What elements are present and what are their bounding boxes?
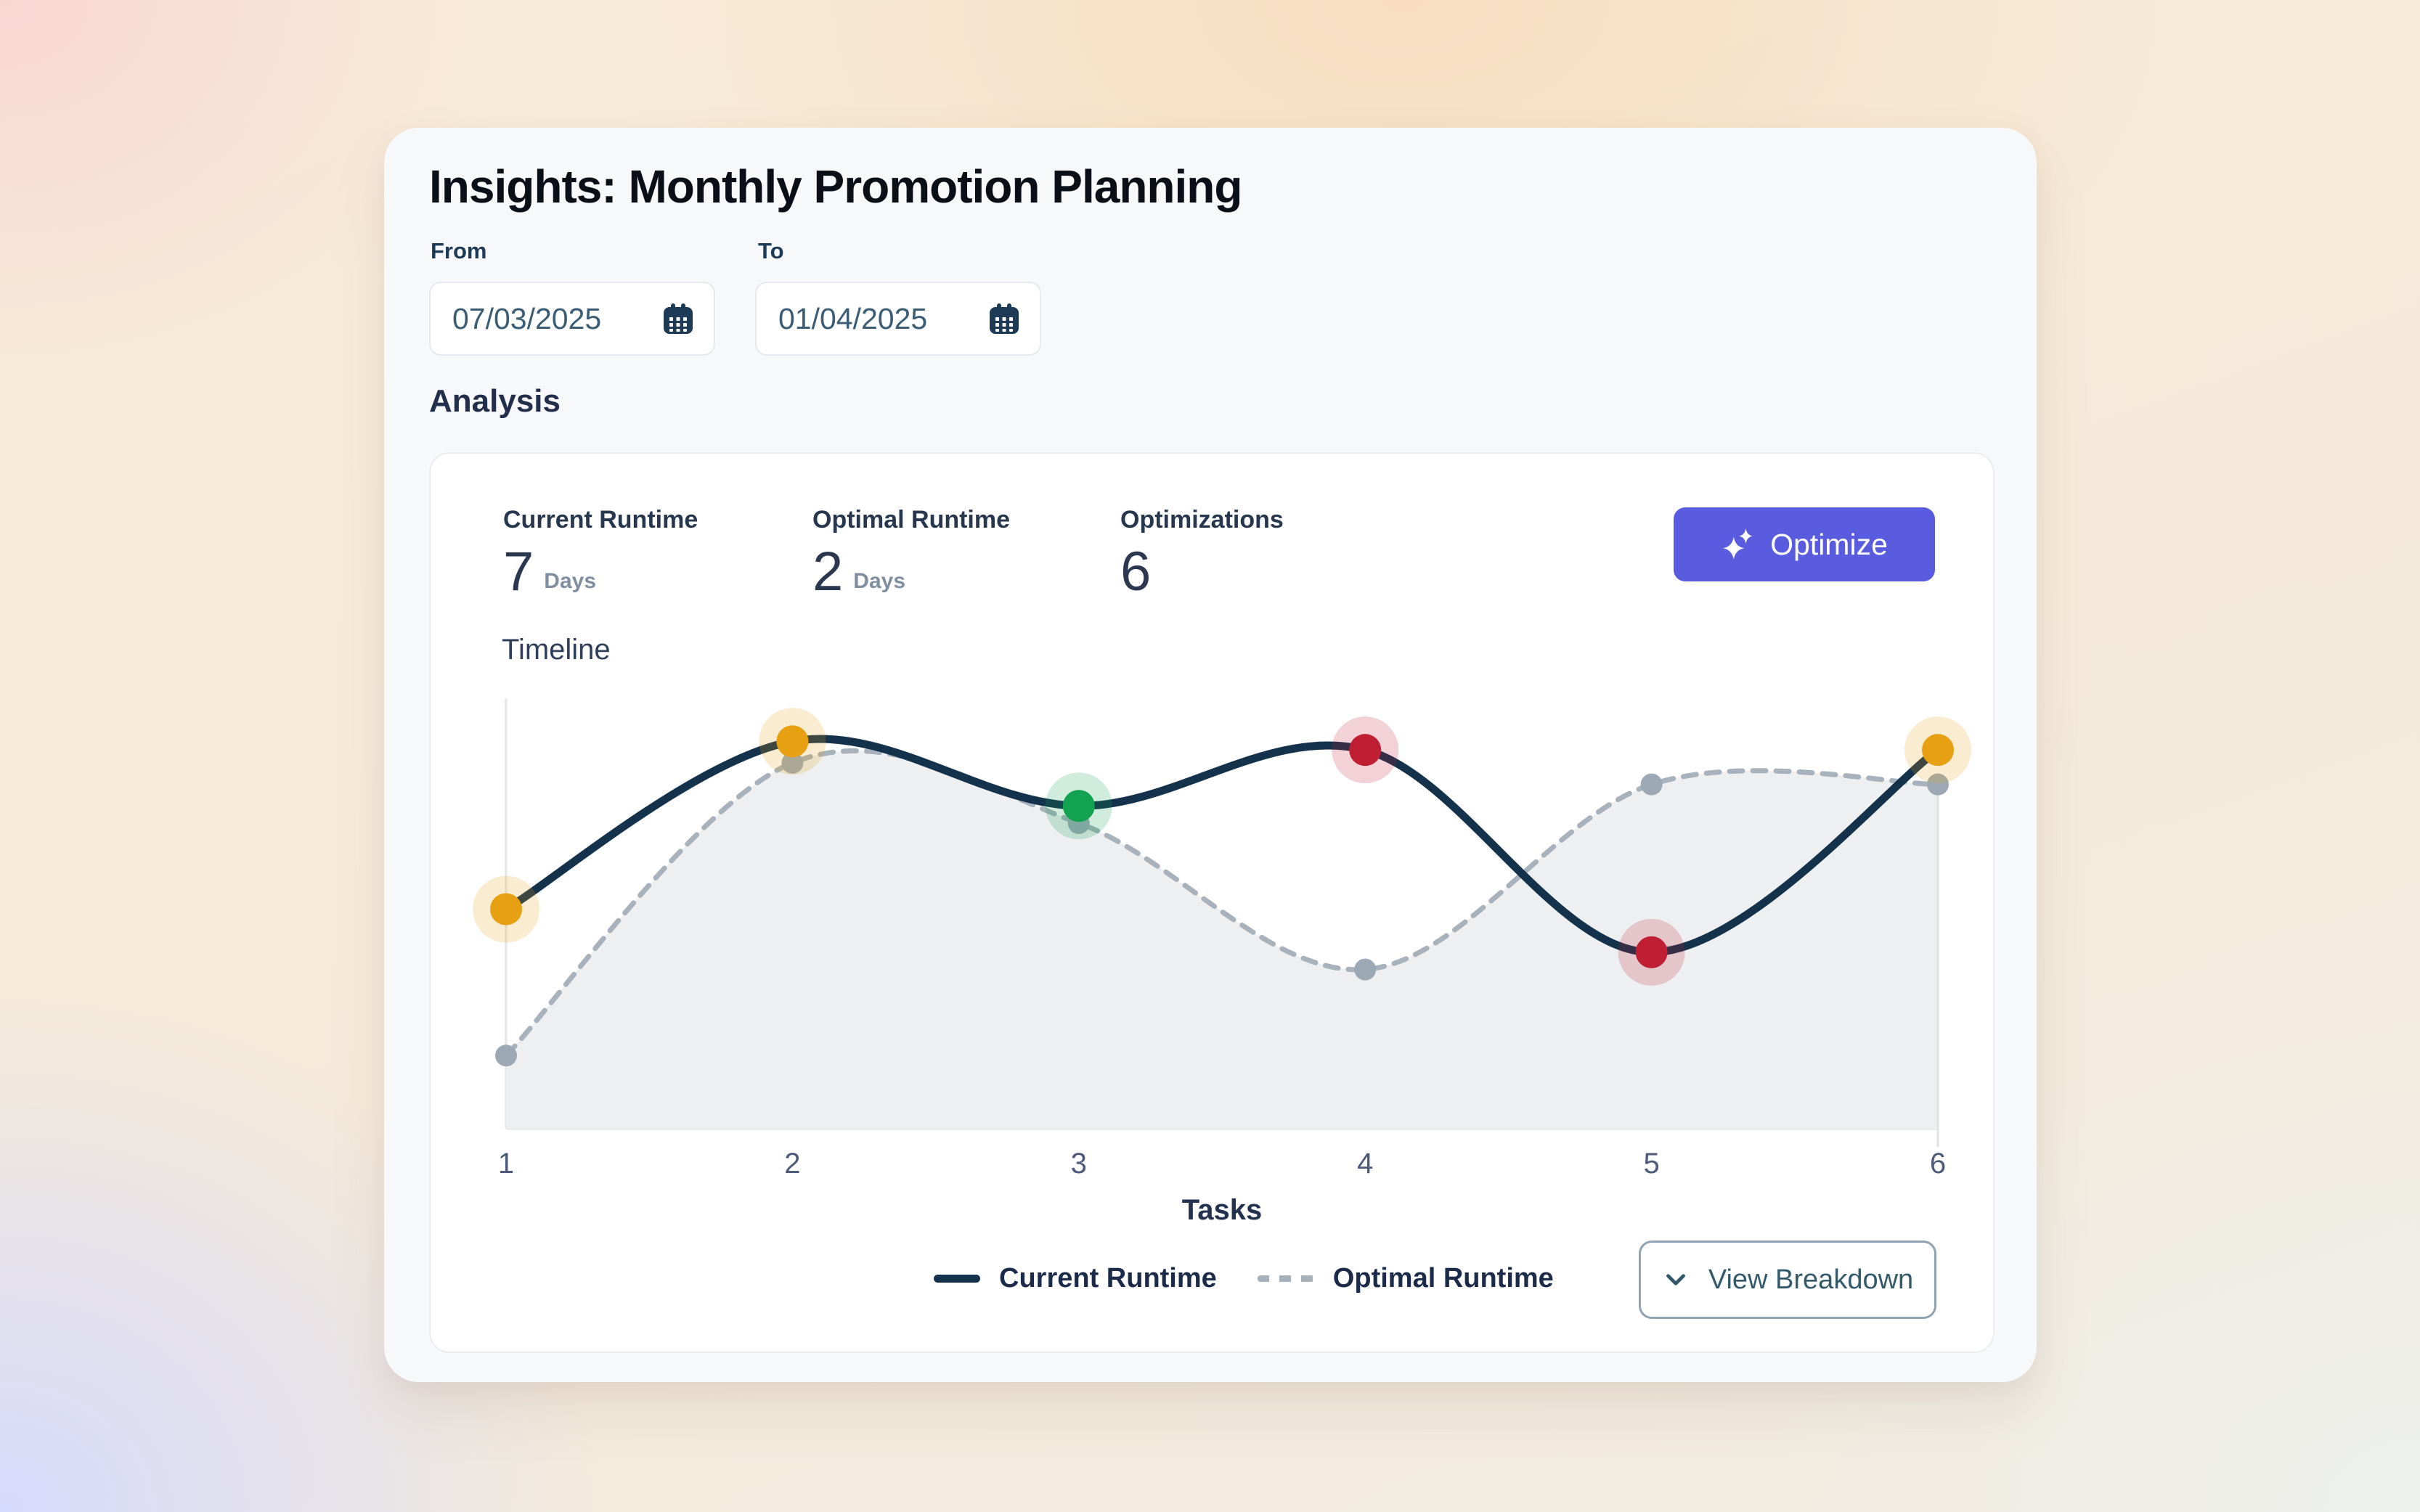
analysis-card: Current Runtime 7 Days Optimal Runtime 2… [429,452,1995,1353]
current-point-2[interactable] [776,725,809,758]
legend-label: Current Runtime [999,1262,1217,1294]
stat-unit: Days [853,569,905,593]
x-axis-title: Tasks [1182,1194,1262,1225]
to-label: To [758,238,784,263]
current-point-5[interactable] [1635,936,1668,968]
page-title: Insights: Monthly Promotion Planning [429,160,1242,213]
view-breakdown-label: View Breakdown [1708,1264,1914,1295]
x-tick-label-6: 6 [1930,1148,1946,1180]
optimal-point-2[interactable] [781,751,804,774]
current-point-4[interactable] [1349,734,1382,767]
from-date-input[interactable] [452,301,648,336]
to-date-field[interactable] [755,282,1041,356]
chart-title: Timeline [502,634,611,666]
stat-optimizations: Optimizations 6 [1120,506,1284,600]
from-label: From [431,238,487,263]
optimize-button[interactable]: Optimize [1674,507,1935,581]
optimize-button-label: Optimize [1770,527,1888,561]
stat-unit: Days [544,569,596,593]
optimal-point-1[interactable] [495,1045,517,1067]
insights-panel: Insights: Monthly Promotion Planning Fro… [384,128,2037,1382]
stat-value: 2 [812,541,844,602]
optimal-point-6[interactable] [1927,773,1949,796]
legend-item-current-runtime: Current Runtime [934,1263,1217,1294]
x-tick-label-4: 4 [1357,1148,1373,1180]
current-runtime-line [502,735,1942,957]
analysis-heading: Analysis [429,383,561,419]
current-point-3[interactable] [1062,790,1095,822]
dashed-line-swatch [1257,1275,1314,1282]
current-point-1[interactable] [490,893,522,925]
optimal-area-fill [506,751,1938,1129]
to-date-input[interactable] [778,301,974,336]
x-tick-label-3: 3 [1071,1148,1087,1180]
from-date-field[interactable] [429,282,715,356]
x-tick-label-5: 5 [1643,1148,1659,1180]
stat-label: Optimal Runtime [812,506,1011,534]
stat-label: Current Runtime [503,506,698,534]
view-breakdown-button[interactable]: View Breakdown [1639,1241,1936,1319]
legend-label: Optimal Runtime [1332,1262,1554,1294]
x-tick-label-2: 2 [784,1148,800,1180]
calendar-icon[interactable] [661,302,695,335]
optimal-point-5[interactable] [1640,773,1663,796]
stat-label: Optimizations [1120,506,1284,534]
stat-value: 6 [1120,541,1152,602]
stat-current-runtime: Current Runtime 7 Days [503,506,698,600]
optimal-runtime-line [503,748,1941,1058]
calendar-icon[interactable] [987,302,1021,335]
chart-legend: Current Runtime Optimal Runtime [934,1256,1554,1300]
solid-line-swatch [934,1274,980,1283]
current-point-6[interactable] [1922,734,1954,767]
x-tick-label-1: 1 [498,1148,514,1180]
stat-optimal-runtime: Optimal Runtime 2 Days [812,506,1010,600]
stat-value: 7 [503,541,534,602]
timeline-chart: 1 2 3 4 5 6 Tasks [473,698,1971,1225]
sparkles-icon [1721,527,1756,562]
optimal-point-4[interactable] [1354,958,1377,981]
legend-item-optimal-runtime: Optimal Runtime [1257,1262,1554,1294]
chevron-down-icon [1662,1266,1690,1294]
